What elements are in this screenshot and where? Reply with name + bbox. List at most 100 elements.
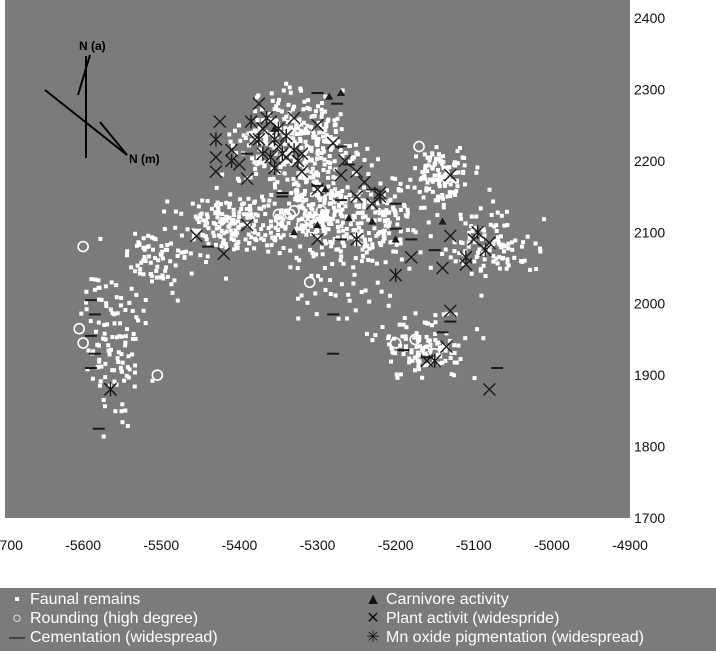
- faunal-point: [299, 293, 304, 298]
- faunal-point: [423, 166, 428, 171]
- x-cross-icon: ✕: [366, 610, 380, 627]
- faunal-point: [309, 124, 314, 129]
- plant-activity-point: [311, 232, 324, 246]
- faunal-point: [125, 365, 130, 370]
- carnivore-point: [313, 221, 322, 229]
- plant-activity-point: [436, 261, 449, 275]
- faunal-point: [212, 234, 217, 239]
- faunal-point: [149, 279, 154, 284]
- faunal-point: [341, 228, 346, 233]
- faunal-point: [96, 297, 101, 302]
- faunal-point: [130, 308, 135, 313]
- faunal-point: [276, 108, 281, 113]
- faunal-point: [379, 289, 384, 294]
- faunal-point: [457, 146, 462, 151]
- series-asterisk: [103, 111, 492, 397]
- faunal-point: [355, 210, 360, 215]
- faunal-point: [305, 146, 310, 151]
- faunal-point: [150, 247, 155, 252]
- faunal-point: [133, 269, 138, 274]
- faunal-point: [102, 331, 107, 336]
- faunal-point: [287, 201, 292, 206]
- faunal-point: [463, 336, 468, 341]
- faunal-point: [495, 237, 500, 242]
- plant-activity-point: [217, 247, 231, 261]
- faunal-point: [324, 124, 329, 129]
- mn-oxide-point: [260, 111, 274, 125]
- faunal-point: [383, 260, 388, 265]
- faunal-point: [141, 272, 146, 277]
- faunal-point: [156, 258, 161, 263]
- faunal-point: [542, 217, 547, 222]
- faunal-point: [133, 363, 138, 368]
- faunal-point: [123, 307, 128, 312]
- faunal-point: [336, 235, 341, 240]
- faunal-point: [176, 248, 181, 253]
- faunal-point: [434, 156, 439, 161]
- faunal-point: [328, 196, 333, 201]
- faunal-point: [440, 192, 445, 197]
- faunal-point: [243, 237, 248, 242]
- faunal-point: [427, 158, 432, 163]
- faunal-point: [315, 138, 320, 143]
- faunal-point: [398, 207, 403, 212]
- faunal-point: [320, 112, 325, 117]
- faunal-point: [452, 170, 457, 175]
- faunal-point: [338, 249, 343, 254]
- faunal-point: [370, 205, 375, 210]
- plant-activity-point: [252, 97, 266, 111]
- faunal-point: [205, 254, 210, 259]
- faunal-point: [340, 220, 345, 225]
- faunal-point: [320, 209, 325, 214]
- faunal-point: [533, 266, 538, 271]
- legend-label: Plant activit (widespride): [386, 610, 560, 627]
- faunal-point: [164, 265, 169, 270]
- faunal-point: [88, 319, 93, 324]
- faunal-point: [328, 292, 333, 297]
- faunal-point: [315, 228, 320, 233]
- faunal-point: [384, 208, 389, 213]
- faunal-point: [99, 364, 104, 369]
- faunal-point: [352, 215, 357, 220]
- faunal-point: [259, 194, 264, 199]
- faunal-point: [414, 154, 419, 159]
- faunal-point: [118, 303, 123, 308]
- faunal-point: [347, 192, 352, 197]
- faunal-point: [315, 193, 320, 198]
- faunal-point: [462, 163, 467, 168]
- faunal-point: [310, 250, 315, 255]
- faunal-point: [441, 202, 446, 207]
- faunal-point: [253, 109, 258, 114]
- faunal-point: [126, 375, 131, 380]
- faunal-point: [390, 349, 395, 354]
- faunal-point: [276, 101, 281, 106]
- faunal-point: [259, 227, 264, 232]
- faunal-point: [291, 177, 296, 182]
- faunal-point: [307, 247, 312, 252]
- faunal-point: [323, 287, 328, 292]
- faunal-point: [437, 361, 442, 366]
- faunal-point: [347, 144, 352, 149]
- rounding-point: [73, 322, 86, 335]
- faunal-point: [328, 147, 333, 152]
- faunal-point: [295, 266, 300, 271]
- faunal-point: [269, 192, 274, 197]
- faunal-point: [435, 177, 440, 182]
- faunal-point: [297, 117, 302, 122]
- faunal-point: [96, 364, 101, 369]
- faunal-point: [179, 211, 184, 216]
- faunal-point: [181, 250, 186, 255]
- faunal-point: [494, 228, 499, 233]
- faunal-point: [229, 232, 234, 237]
- faunal-point: [289, 129, 294, 134]
- faunal-point: [482, 257, 487, 262]
- faunal-point: [92, 287, 97, 292]
- faunal-point: [312, 186, 317, 191]
- faunal-point: [311, 175, 316, 180]
- faunal-point: [360, 198, 365, 203]
- faunal-point: [165, 274, 170, 279]
- faunal-point: [438, 348, 443, 353]
- faunal-point: [272, 182, 277, 187]
- faunal-point: [377, 217, 382, 222]
- faunal-point: [122, 378, 127, 383]
